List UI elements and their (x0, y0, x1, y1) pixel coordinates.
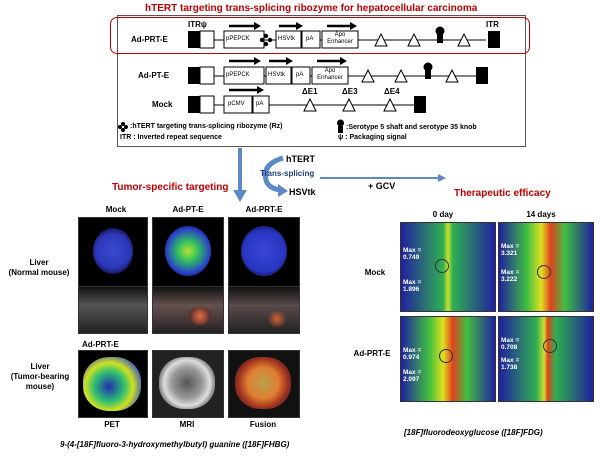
pa-label-3: pA (256, 101, 264, 107)
pet-scan-tumor (78, 350, 148, 418)
delta-e4-label: ΔE4 (384, 87, 400, 96)
construct-label-mock: Mock (152, 100, 173, 109)
row-label-tumor: Liver (Tumor-bearing mouse) (10, 362, 70, 391)
pet-scan-ad-prt-e (228, 217, 300, 287)
col-header-0-day: 0 day (432, 210, 454, 219)
pa-label-2: pA (296, 72, 304, 78)
pcmv-label: pCMV (228, 101, 245, 107)
ct-scan-mock (78, 286, 148, 334)
apo-enhancer-label-2: Apo Enhancer (317, 68, 343, 81)
construct-ad-pt-e (188, 57, 488, 85)
fdg-scan-mock-14d: Max = 3.321 Max = 3.222 (498, 222, 594, 312)
pepck-label-2: pPEPCK (226, 72, 250, 78)
construct-ad-prt-e (188, 22, 500, 49)
legend-knob: :Serotype 5 shaft and serotype 35 knob (346, 124, 477, 131)
legend-rz: :hTERT targeting trans-splicing ribozyme… (130, 123, 283, 130)
itr-label: ITR (486, 20, 499, 29)
row-label-normal: Liver (Normal mouse) (8, 258, 70, 277)
caption-fdg: [18F]fluorodeoxyglucose ([18F]FDG) (404, 428, 543, 437)
htert-label: hTERT (286, 154, 315, 164)
itr-psi-label: ITRψ (188, 20, 207, 29)
delta-e3-label: ΔE3 (342, 87, 358, 96)
col-header-mock: Mock (105, 205, 127, 214)
row-label-right-ad-prt-e: Ad-PRT-E (353, 349, 391, 358)
row-label-right-mock: Mock (364, 268, 386, 277)
pet-scan-ad-pt-e (152, 217, 224, 287)
col-header-14-days: 14 days (526, 210, 556, 219)
page-title: hTERT targeting trans-splicing ribozyme … (145, 3, 478, 14)
hsvtk-label-2: HSVtk (268, 72, 286, 78)
construct-label-ad-pt-e: Ad-PT-E (138, 71, 170, 80)
delta-e1-label: ΔE1 (302, 87, 318, 96)
hsvtk-label: HSVtk (278, 36, 296, 42)
fusion-scan-tumor (228, 350, 300, 418)
trans-splicing-label: Trans-splicing (260, 169, 315, 178)
pet-scan-mock (78, 217, 148, 287)
heading-therapeutic-efficacy: Therapeutic efficacy (454, 188, 551, 199)
caption-fusion: Fusion (249, 420, 277, 429)
ct-scan-ad-pt-e (152, 286, 224, 334)
inset-label-ad-prt-e: Ad-PRT-E (82, 340, 119, 349)
mri-scan-tumor (152, 350, 224, 418)
highlight-frame (110, 17, 530, 54)
legend-psi: ψ : Packaging signal (338, 134, 407, 141)
col-header-ad-pt-e: Ad-PT-E (172, 205, 204, 214)
ct-scan-ad-prt-e (228, 286, 300, 334)
legend-itr: ITR : Inverted repeat sequence (120, 134, 222, 141)
pepck-label: pPEPCK (226, 36, 250, 42)
fdg-scan-ad-prt-e-0d: Max = 0.974 Max = 2.097 (400, 316, 496, 402)
col-header-ad-prt-e: Ad-PRT-E (245, 205, 283, 214)
fdg-scan-ad-prt-e-14d: Max = 0.708 Max = 1.738 (498, 316, 594, 402)
construct-mock (188, 86, 426, 114)
caption-pet: PET (104, 420, 120, 429)
gcv-label: + GCV (368, 181, 396, 191)
caption-fhbg: 9-(4-[18F]fluoro-3-hydroxymethylbutyl) g… (60, 440, 290, 449)
caption-mri: MRI (179, 420, 195, 429)
apo-enhancer-label: Apo Enhancer (327, 32, 353, 45)
fdg-scan-mock-0d: Max = 0.749 Max = 1.896 (400, 222, 496, 312)
construct-label-ad-prt-e: Ad-PRT-E (131, 35, 168, 44)
hsvtk-product-label: HSVtk (289, 187, 316, 197)
pa-label: pA (306, 36, 314, 42)
heading-tumor-targeting: Tumor-specific targeting (112, 182, 229, 193)
